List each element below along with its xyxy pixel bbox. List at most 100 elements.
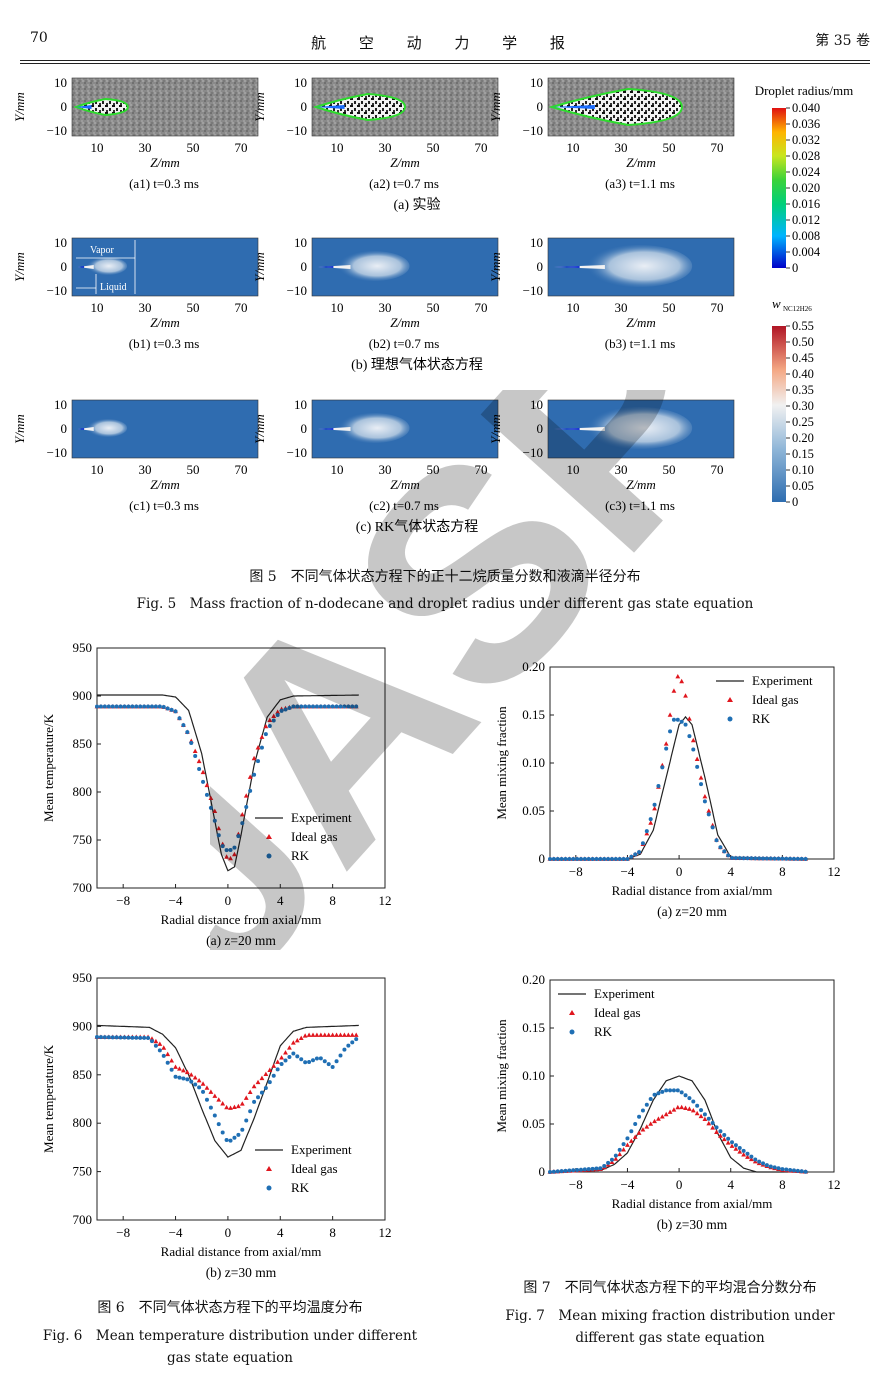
liquid-core — [318, 266, 334, 268]
series-point-ideal-gas — [345, 1032, 351, 1037]
y-tick-label: 0 — [61, 421, 68, 436]
fig6-caption-cn: 图 6 不同气体状态方程下的平均温度分布 — [97, 1300, 363, 1316]
panel-label: (c3) t=1.1 ms — [605, 498, 675, 513]
series-line-experiment — [97, 694, 359, 872]
series-point-rk — [594, 1166, 599, 1171]
cb-tick-label: 0.35 — [792, 383, 814, 397]
series-point-rk — [106, 704, 111, 709]
series-point-rk — [761, 856, 765, 861]
series-point-rk — [307, 704, 312, 709]
liquid-core — [552, 105, 595, 109]
series-point-rk — [710, 825, 715, 830]
series-point-rk — [157, 704, 162, 709]
series-point-rk — [687, 734, 692, 739]
y-tick-label: 0 — [537, 421, 544, 436]
series-point-rk — [110, 704, 115, 709]
series-point-rk — [803, 856, 808, 861]
x-tick-label: 50 — [427, 140, 440, 155]
series-point-ideal-gas — [188, 1072, 194, 1077]
series-point-ideal-gas — [706, 808, 712, 813]
series-point-rk — [197, 766, 202, 771]
series-point-rk — [212, 818, 217, 823]
wfrac-subtitle: NC12H26 — [783, 305, 812, 313]
fig5-panel: 10 0 −10 Y/mm 10 30 50 70 Z/mm (a2) t=0.7 ms — [252, 75, 499, 191]
series-point-rk — [714, 838, 719, 843]
series-point-ideal-gas — [671, 1107, 677, 1112]
cb-tick-label: 0 — [792, 495, 798, 509]
series-point-rk — [114, 704, 119, 709]
series-point-ideal-gas — [636, 1130, 642, 1135]
y-axis-label: Y/mm — [488, 414, 503, 444]
series-point-rk — [228, 1138, 233, 1143]
series-point-rk — [598, 857, 603, 861]
series-point-rk — [772, 856, 777, 861]
fig7-caption-en-1: Fig. 7 Mean mixing fraction distribution… — [505, 1308, 835, 1324]
y-tick-label: 950 — [73, 640, 93, 655]
y-tick-label: 900 — [73, 688, 93, 703]
series-point-rk — [153, 704, 158, 709]
series-point-rk — [307, 1060, 312, 1065]
liquid-jet — [318, 427, 351, 431]
series-point-rk — [726, 1136, 731, 1141]
series-point-rk — [722, 1133, 727, 1138]
series-point-rk — [271, 1073, 276, 1078]
y-tick-label: 900 — [73, 1018, 93, 1033]
y-tick-label: 700 — [73, 1212, 93, 1227]
series-point-rk — [232, 845, 237, 850]
cb-tick-label: 0.45 — [792, 351, 814, 365]
series-point-rk — [671, 717, 676, 722]
series-point-rk — [776, 1166, 781, 1171]
legend-label: Ideal gas — [752, 692, 799, 707]
x-tick-label: 50 — [187, 462, 200, 477]
series-point-rk — [263, 1085, 268, 1090]
series-point-rk — [803, 1169, 808, 1174]
series-point-rk — [784, 1167, 789, 1172]
fig6-caption-en-2: gas state equation — [167, 1350, 293, 1366]
series-point-rk — [741, 1148, 746, 1153]
series-point-rk — [146, 1035, 151, 1040]
fig5-panel: 10 0 −10 Y/mm 10 30 50 70 Z/mm (b2) t=0.7 ms — [252, 235, 499, 351]
series-point-ideal-gas — [609, 1159, 615, 1165]
x-tick-label: 70 — [475, 140, 488, 155]
series-point-rk — [283, 1058, 288, 1063]
series-point-rk — [326, 1062, 331, 1067]
series-point-rk — [668, 729, 673, 734]
series-point-rk — [625, 857, 630, 861]
series-point-ideal-gas — [349, 1032, 355, 1037]
series-point-rk — [318, 1056, 323, 1061]
series-point-rk — [338, 704, 343, 709]
series-point-ideal-gas — [216, 825, 222, 831]
x-tick-label: 8 — [779, 1177, 786, 1192]
x-tick-label: 10 — [567, 140, 580, 155]
series-point-rk — [640, 841, 645, 846]
series-point-rk — [118, 704, 123, 709]
x-tick-label: 4 — [277, 893, 284, 908]
series-point-rk — [95, 1035, 99, 1040]
series-point-ideal-gas — [310, 1032, 316, 1037]
liquid-core — [554, 266, 580, 268]
series-point-ideal-gas — [247, 1089, 253, 1095]
y-tick-label: 0 — [301, 421, 308, 436]
liquid-jet — [78, 427, 94, 431]
y-axis-label: Y/mm — [12, 414, 27, 444]
series-point-rk — [637, 1114, 642, 1119]
series-point-rk — [617, 1147, 622, 1152]
series-point-rk — [559, 857, 564, 861]
series-point-ideal-gas — [725, 1140, 731, 1145]
y-axis-label: Y/mm — [12, 252, 27, 282]
series-point-ideal-gas — [204, 782, 210, 788]
y-tick-label: 0.10 — [522, 1068, 545, 1083]
y-tick-label: −10 — [523, 283, 543, 298]
series-point-rk — [177, 1075, 182, 1080]
series-point-rk — [718, 845, 723, 850]
series-point-rk — [609, 1157, 614, 1162]
x-tick-label: 8 — [779, 864, 786, 879]
panel-frame — [71, 399, 259, 459]
series-point-rk — [114, 1035, 119, 1040]
liquid-core — [316, 105, 345, 109]
x-tick-label: −4 — [621, 1177, 635, 1192]
series-point-rk — [263, 732, 268, 737]
series-point-rk — [287, 706, 292, 710]
series-point-rk — [252, 1099, 257, 1104]
page-number: 70 — [30, 30, 48, 46]
